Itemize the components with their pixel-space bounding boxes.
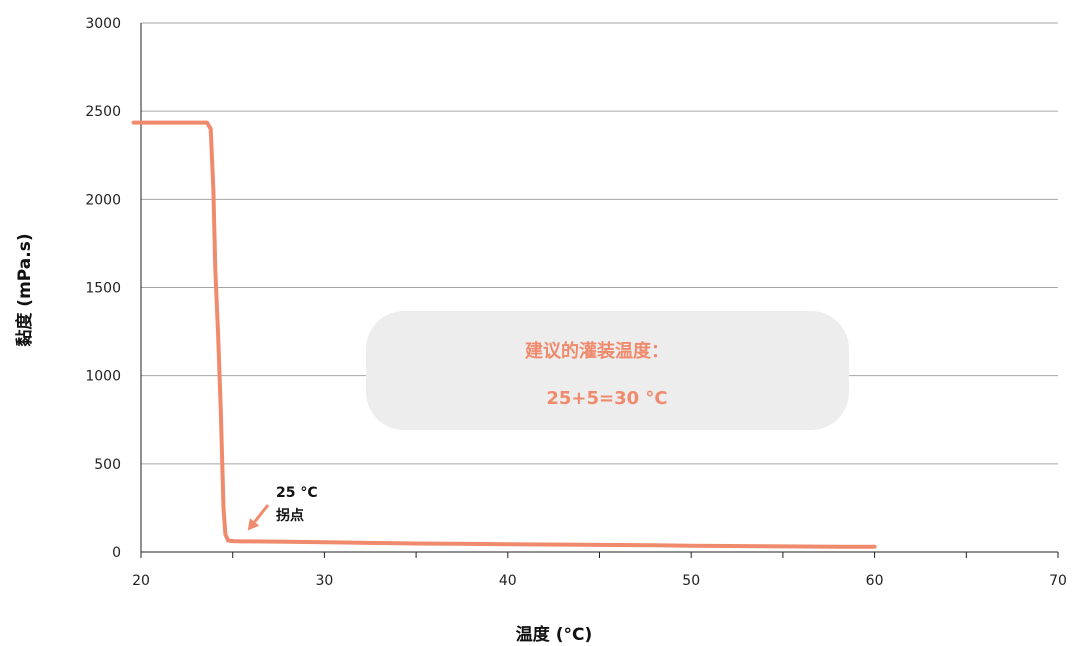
inflection-point-label: 拐点	[276, 507, 304, 524]
data-point	[211, 188, 216, 193]
data-point	[221, 506, 226, 510]
inflection-annotation: 25 °C 拐点	[247, 485, 318, 531]
x-axis-title: 温度 (°C)	[516, 624, 592, 645]
inflection-arrow-line	[253, 504, 270, 523]
series-layer	[131, 120, 877, 549]
data-point	[781, 544, 785, 549]
y-tick-label: 3000	[85, 16, 121, 32]
x-tick-label: 60	[866, 573, 884, 589]
callout-title: 建议的灌装温度：	[525, 340, 669, 362]
data-point	[359, 541, 363, 545]
y-tick-label: 2000	[85, 192, 121, 208]
data-point	[414, 541, 418, 546]
data-point	[218, 409, 223, 413]
data-point	[836, 544, 840, 549]
data-point	[216, 329, 220, 334]
y-tick-label: 0	[112, 545, 121, 561]
grid-lines	[141, 22, 1058, 465]
data-point	[689, 543, 693, 548]
data-point	[205, 120, 209, 125]
data-point	[249, 539, 253, 544]
data-point	[652, 543, 657, 548]
data-point	[131, 120, 136, 125]
data-point	[872, 544, 877, 549]
x-tick-label: 20	[132, 573, 150, 589]
x-tick-label: 40	[499, 573, 517, 589]
x-tick-label: 70	[1049, 573, 1067, 589]
data-point	[506, 542, 510, 547]
recommendation-callout: 建议的灌装温度： 25+5=30 °C	[366, 311, 849, 430]
y-tick-label: 500	[94, 457, 121, 473]
tick-labels: 0 500 1000 1500 2000 2500 3000 20 30 40 50 60 70	[85, 16, 1067, 589]
axes	[140, 23, 1059, 558]
y-tick-label: 2500	[85, 104, 121, 120]
y-tick-label: 1500	[85, 281, 121, 297]
data-point	[223, 532, 228, 537]
data-point	[469, 542, 473, 546]
callout-value: 25+5=30 °C	[546, 388, 667, 409]
data-point	[322, 540, 327, 545]
data-point	[208, 127, 213, 131]
data-point	[597, 543, 602, 547]
callout-background	[366, 311, 849, 430]
data-point	[226, 538, 230, 543]
data-point	[213, 268, 218, 272]
data-point	[157, 120, 162, 125]
y-axis-title: 黏度 (mPa.s)	[14, 233, 35, 346]
y-tick-label: 1000	[85, 369, 121, 385]
data-point	[285, 539, 290, 544]
inflection-arrow-head	[247, 518, 260, 531]
x-tick-label: 50	[682, 573, 700, 589]
data-point	[230, 539, 235, 543]
data-point	[561, 542, 565, 547]
inflection-temperature-label: 25 °C	[276, 485, 318, 501]
data-point	[194, 120, 198, 125]
data-point	[175, 120, 180, 125]
x-tick-label: 30	[315, 573, 333, 589]
data-point	[240, 539, 244, 544]
data-point	[726, 544, 730, 548]
